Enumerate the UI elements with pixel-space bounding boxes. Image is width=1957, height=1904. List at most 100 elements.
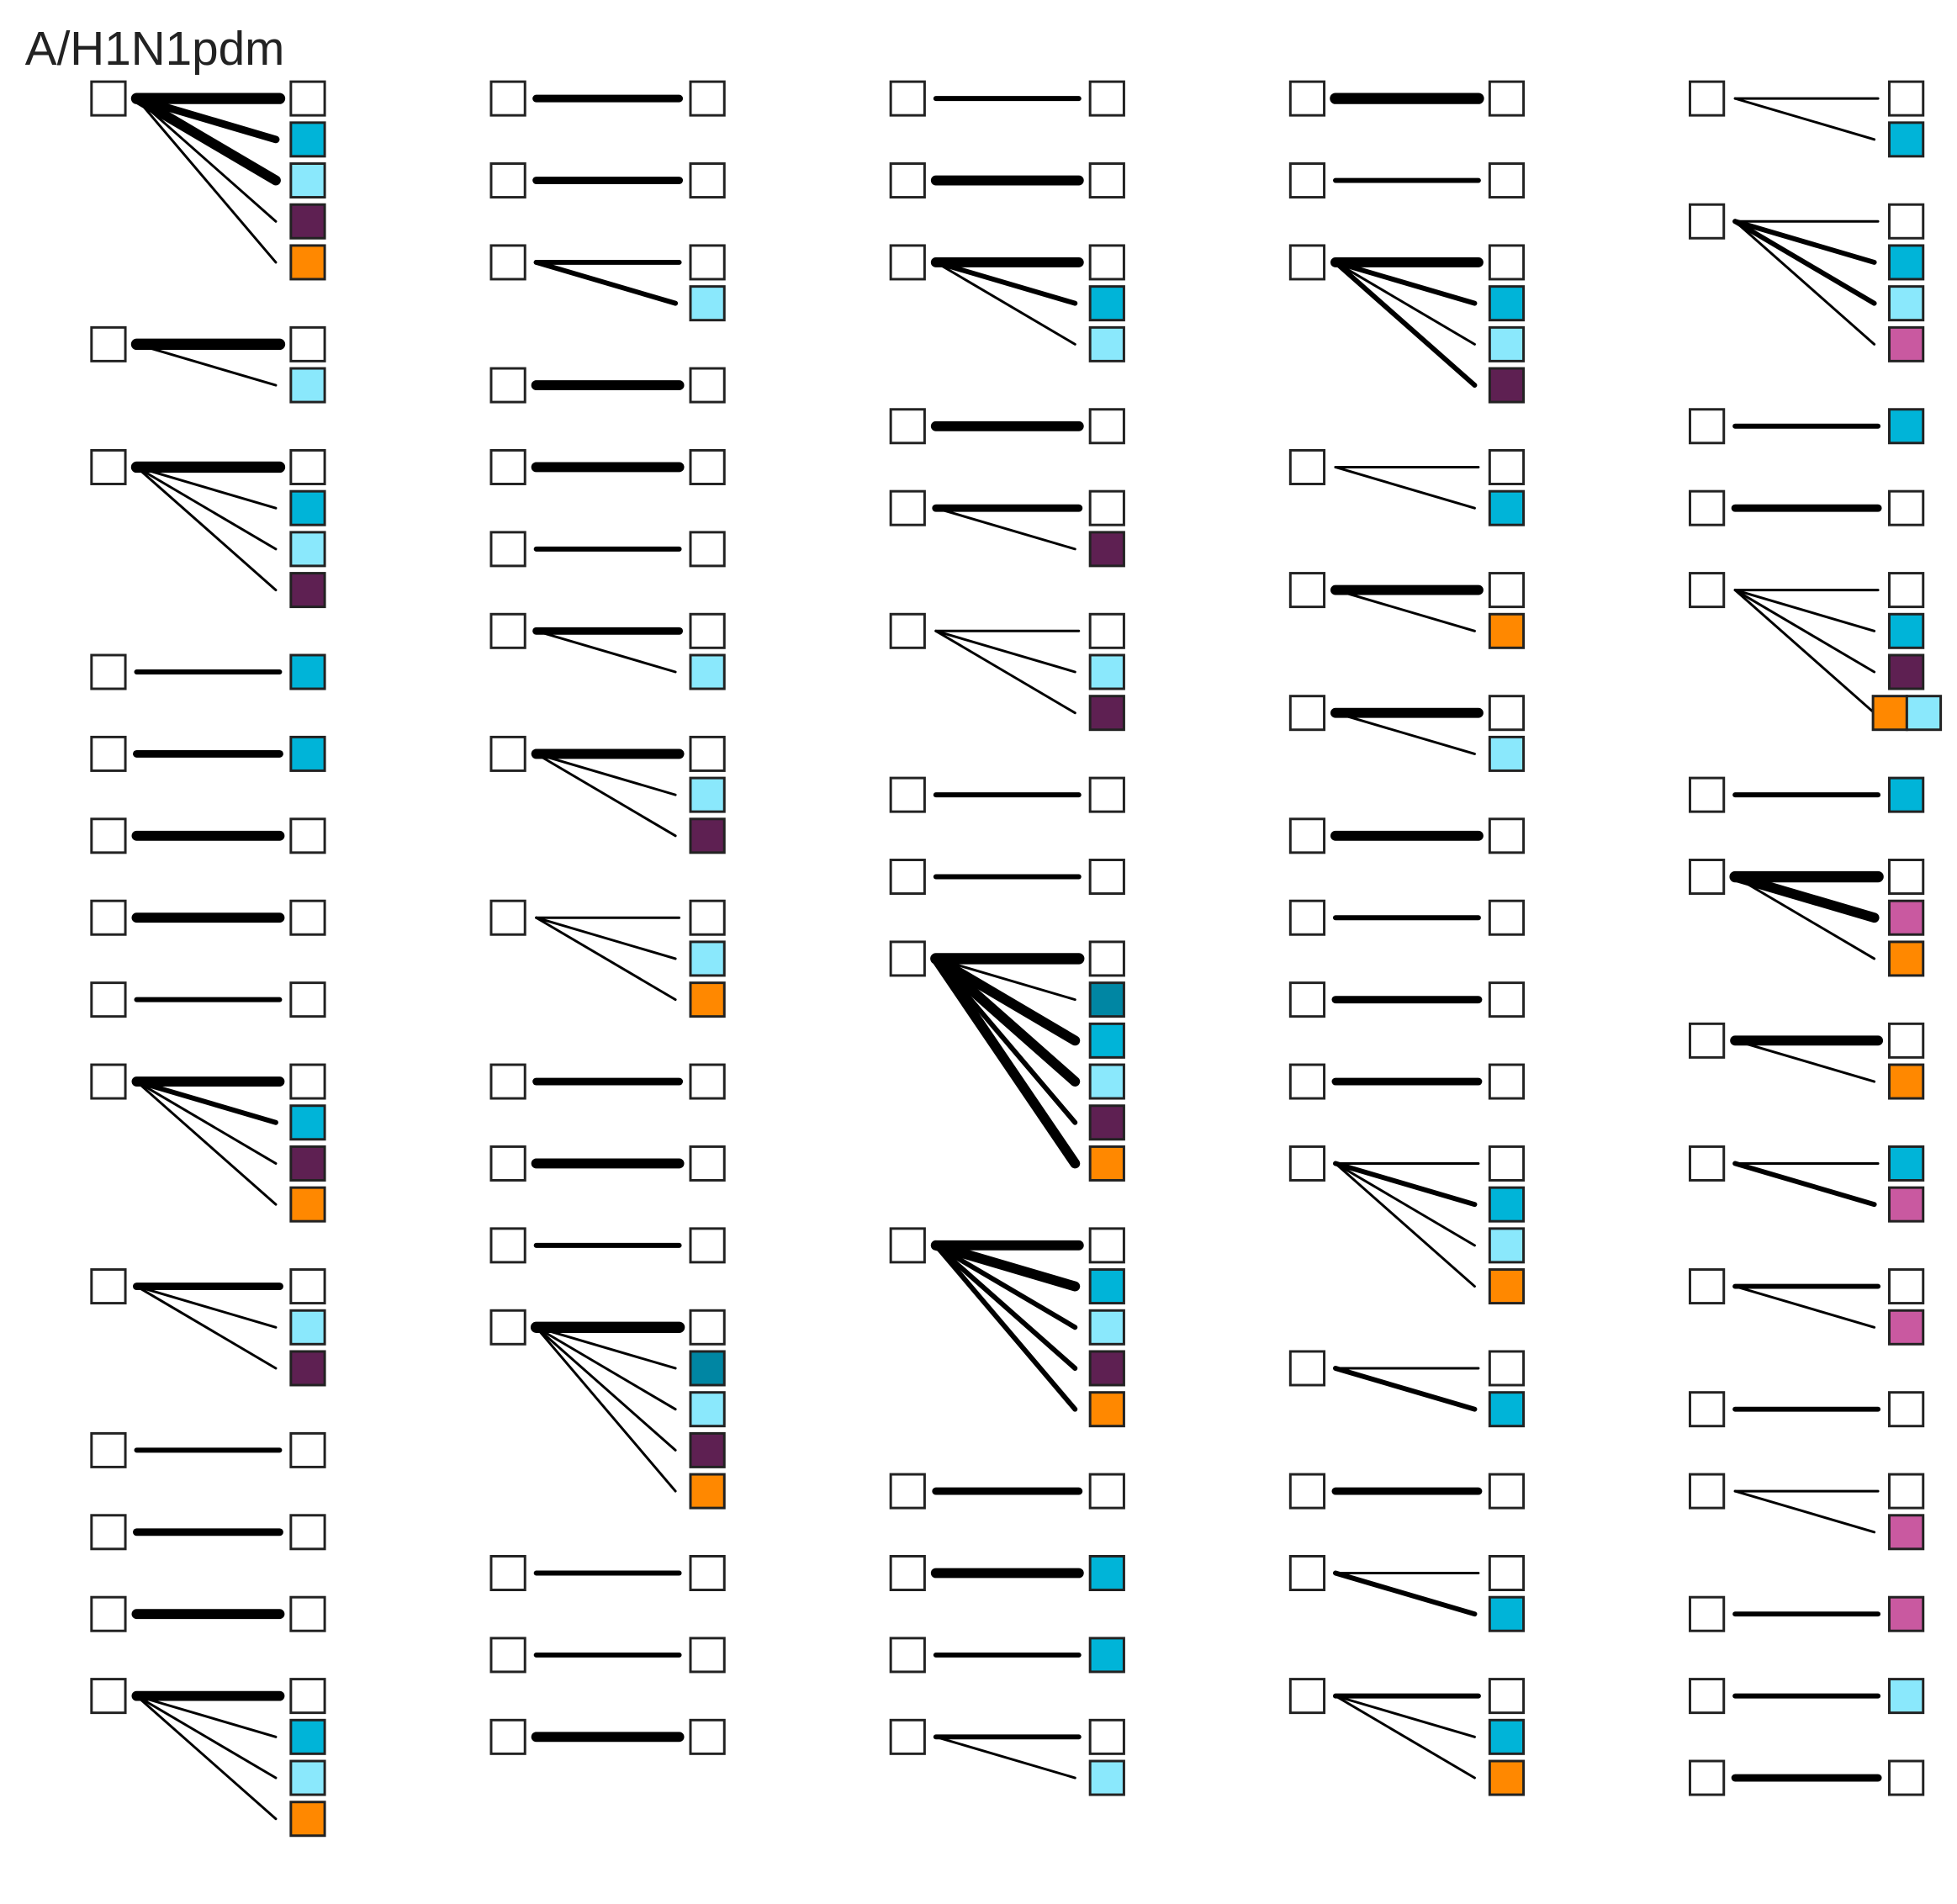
node-box	[689, 653, 726, 690]
link-line	[1733, 589, 1876, 674]
node-box	[689, 80, 726, 117]
node-box	[1088, 162, 1125, 199]
node-box	[489, 244, 526, 281]
link-line	[933, 1242, 1078, 1371]
node-box	[889, 1473, 926, 1510]
link-line	[1733, 219, 1876, 346]
node-box	[1488, 80, 1526, 117]
node-box	[289, 1759, 326, 1796]
node-box	[1088, 1145, 1125, 1182]
node-box	[1688, 1391, 1726, 1428]
node-box	[689, 1309, 726, 1346]
node-box	[1888, 325, 1925, 362]
node-box	[689, 981, 726, 1018]
node-box	[289, 1678, 326, 1715]
node-box	[90, 899, 127, 936]
link-line	[1334, 261, 1476, 346]
node-box	[1088, 653, 1125, 690]
node-box	[1888, 1063, 1925, 1100]
node-box	[1288, 1678, 1326, 1715]
node-box	[90, 735, 127, 772]
link-line	[135, 97, 278, 223]
node-box	[489, 1555, 526, 1592]
link-line	[1334, 1161, 1476, 1247]
node-box	[1088, 1473, 1125, 1510]
node-box	[289, 572, 326, 609]
node-box	[1088, 1759, 1125, 1796]
link-line	[1332, 1366, 1478, 1412]
node-box	[289, 531, 326, 568]
node-box	[1488, 244, 1526, 281]
link-line	[930, 1240, 1081, 1292]
node-box	[1888, 899, 1925, 936]
node-box	[1088, 1227, 1125, 1264]
node-box	[289, 80, 326, 117]
link-line	[535, 1325, 677, 1370]
link-line	[933, 1242, 1078, 1330]
link-line	[131, 93, 281, 186]
link-line	[1334, 711, 1476, 755]
node-box	[889, 162, 926, 199]
node-box	[1688, 1473, 1726, 1510]
link-line	[535, 1325, 677, 1452]
node-box	[1688, 203, 1726, 240]
node-box	[689, 1473, 726, 1510]
link-line	[930, 954, 1081, 1169]
node-box	[1871, 695, 1908, 732]
node-box	[90, 981, 127, 1018]
node-box	[689, 1350, 726, 1387]
node-box	[289, 489, 326, 526]
link-line	[1332, 259, 1478, 389]
node-box	[489, 1227, 526, 1264]
node-box	[1888, 776, 1925, 813]
node-box	[889, 80, 926, 117]
node-box	[1288, 1350, 1326, 1387]
node-box	[1488, 1350, 1526, 1387]
node-box	[689, 817, 726, 854]
link-line	[1733, 875, 1876, 960]
node-box	[1888, 1678, 1925, 1715]
node-box	[1888, 612, 1925, 649]
node-box	[1288, 817, 1326, 854]
node-box	[1888, 859, 1925, 896]
link-line	[930, 954, 1081, 1046]
link-line	[1332, 1570, 1478, 1617]
node-box	[489, 367, 526, 404]
node-box	[1088, 325, 1125, 362]
node-box	[1288, 572, 1326, 609]
node-box	[90, 325, 127, 362]
node-box	[289, 1514, 326, 1551]
link-line	[934, 629, 1076, 715]
node-box	[1088, 1063, 1125, 1100]
node-box	[1488, 1595, 1526, 1632]
link-line	[135, 1695, 278, 1821]
node-box	[689, 244, 726, 281]
node-box	[1288, 1555, 1326, 1592]
link-line	[135, 1695, 278, 1780]
node-box	[1488, 448, 1526, 485]
link-line	[1332, 1161, 1478, 1208]
link-line	[1732, 219, 1877, 306]
node-box	[289, 1431, 326, 1468]
node-box	[1288, 1145, 1326, 1182]
node-box	[1488, 612, 1526, 649]
node-box	[689, 1555, 726, 1592]
diagram-title: A/H1N1pdm	[25, 22, 285, 75]
node-box	[689, 1227, 726, 1264]
node-box	[489, 1718, 526, 1755]
node-box	[1888, 203, 1925, 240]
link-line	[535, 629, 677, 674]
node-box	[90, 653, 127, 690]
node-box	[489, 80, 526, 117]
node-box	[1688, 489, 1726, 526]
link-line	[135, 1285, 278, 1370]
node-box	[489, 612, 526, 649]
node-box	[1888, 408, 1925, 445]
node-box	[1688, 1595, 1726, 1632]
link-line	[535, 916, 677, 960]
node-box	[1288, 244, 1326, 281]
node-box	[1888, 80, 1925, 117]
node-box	[90, 1268, 127, 1305]
node-box	[289, 1718, 326, 1755]
